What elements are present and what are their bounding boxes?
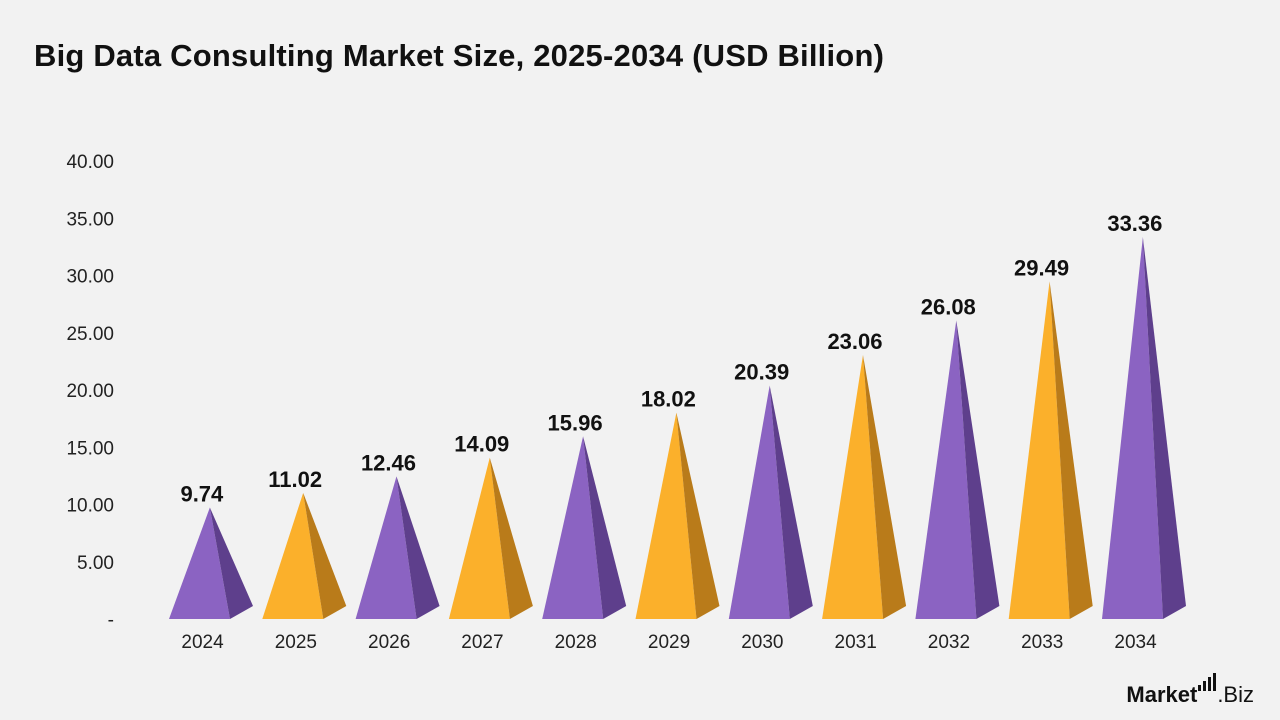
bar-side-face [1142, 237, 1186, 619]
x-tick-label: 2031 [835, 632, 877, 653]
data-label: 26.08 [921, 294, 976, 319]
x-tick-label: 2026 [368, 632, 410, 653]
data-label: 14.09 [454, 432, 509, 457]
bar-side-face [862, 354, 907, 619]
brand-name: Market [1126, 682, 1198, 707]
bar-side-face [209, 507, 253, 619]
data-label: 11.02 [268, 467, 322, 492]
bar [169, 507, 253, 619]
bar [728, 385, 813, 619]
data-label: 9.74 [180, 481, 224, 506]
bar [1102, 237, 1186, 619]
x-tick-label: 2024 [181, 632, 224, 653]
bar [355, 476, 440, 619]
x-tick-label: 2028 [555, 632, 597, 653]
bar [262, 492, 347, 619]
x-tick-label: 2030 [741, 632, 783, 653]
bar-front-face [448, 457, 510, 619]
data-label: 33.36 [1107, 211, 1162, 236]
bar [542, 436, 627, 619]
y-tick-label: 25.00 [66, 324, 114, 345]
y-tick-label: 35.00 [66, 209, 114, 230]
bars [169, 237, 1186, 619]
data-labels: 9.74 11.02 12.46 14.09 15.96 18.02 20.39 23.06 2… [180, 211, 1162, 506]
bar-side-face [676, 412, 720, 619]
bar [822, 354, 907, 619]
data-label: 20.39 [734, 360, 789, 385]
bar-side-face [489, 457, 533, 619]
y-axis: - 5.00 10.00 15.00 20.00 25.00 30.00 35.00 40.00 [66, 152, 114, 631]
bar-front-face [822, 354, 884, 619]
y-tick-label: 5.00 [77, 553, 114, 574]
y-tick-label: 20.00 [66, 381, 114, 402]
x-axis: 2024 2025 2026 2027 2028 2029 2030 2031 2032 2033… [181, 632, 1157, 653]
bar-front-face [262, 492, 324, 619]
brand-suffix: .Biz [1217, 682, 1254, 707]
bar-side-face [1049, 281, 1093, 619]
bar-front-face [728, 385, 790, 619]
data-label: 12.46 [361, 450, 416, 475]
bar-front-face [169, 507, 230, 619]
bar-side-face [769, 385, 813, 619]
y-tick-label: - [108, 610, 114, 631]
bar [915, 320, 1000, 619]
x-tick-label: 2027 [461, 632, 503, 653]
x-tick-label: 2032 [928, 632, 970, 653]
bar-front-face [915, 320, 977, 619]
bar-side-face [396, 476, 440, 619]
x-tick-label: 2034 [1114, 632, 1157, 653]
chart-title: Big Data Consulting Market Size, 2025-20… [34, 38, 885, 73]
bar-front-face [1102, 237, 1163, 619]
x-tick-label: 2033 [1021, 632, 1063, 653]
bar-side-face [303, 492, 347, 619]
bar-front-face [635, 412, 697, 619]
y-tick-label: 30.00 [66, 267, 114, 288]
x-tick-label: 2029 [648, 632, 690, 653]
data-label: 15.96 [548, 410, 603, 435]
y-tick-label: 15.00 [66, 438, 114, 459]
brand-logo: Market .Biz [1126, 673, 1254, 708]
data-label: 23.06 [827, 329, 882, 354]
bar-side-face [583, 436, 627, 619]
brand-bars-icon [1198, 673, 1217, 691]
x-tick-label: 2025 [275, 632, 317, 653]
bar [448, 457, 533, 619]
data-label: 18.02 [641, 387, 696, 412]
y-tick-label: 10.00 [66, 496, 114, 517]
bar-front-face [355, 476, 417, 619]
bar-side-face [956, 320, 1000, 619]
bar-front-face [542, 436, 604, 619]
bar-front-face [1008, 281, 1070, 619]
bar [635, 412, 720, 619]
y-tick-label: 40.00 [66, 152, 114, 173]
bar [1008, 281, 1093, 619]
data-label: 29.49 [1014, 255, 1069, 280]
